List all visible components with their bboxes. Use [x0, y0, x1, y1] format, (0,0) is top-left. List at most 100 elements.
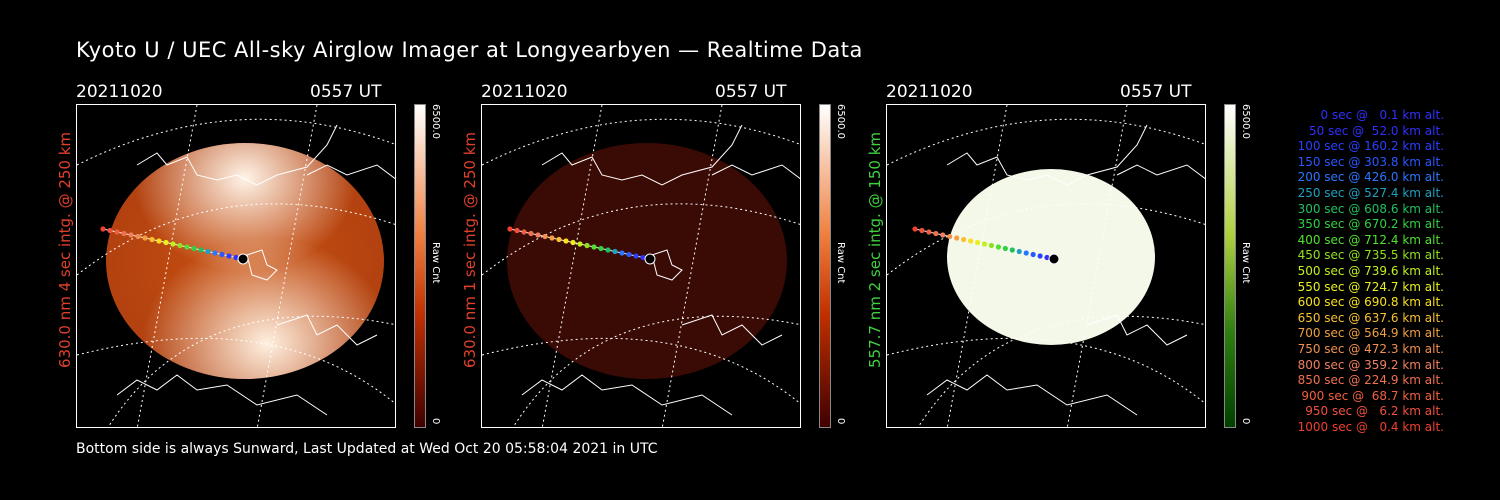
panel-3-cb-mid: Raw Cnt: [1240, 242, 1251, 284]
trajectory-point: [514, 227, 520, 234]
trajectory-point: [219, 251, 225, 258]
legend-row: 950 sec @ 6.2 km alt.: [1305, 404, 1444, 419]
trajectory-point: [149, 236, 155, 243]
trajectory-point: [619, 250, 625, 256]
legend-row: 400 sec @ 712.4 km alt.: [1297, 232, 1444, 247]
trajectory-point: [114, 229, 120, 235]
legend-row: 50 sec @ 52.0 km alt.: [1309, 123, 1444, 138]
legend-row: 300 sec @ 608.6 km alt.: [1297, 201, 1444, 216]
legend-row: 800 sec @ 359.2 km alt.: [1297, 357, 1444, 372]
trajectory-point: [933, 230, 939, 237]
legend-row: 750 sec @ 472.3 km alt.: [1297, 342, 1444, 356]
trajectory-point: [226, 253, 232, 259]
trajectory-point: [947, 233, 953, 240]
trajectory-point: [1030, 251, 1036, 258]
panel-2-colorbar: [819, 104, 831, 428]
trajectory-point: [563, 238, 569, 244]
panel-3-time: 0557 UT: [1120, 82, 1192, 102]
panel-2-cb-top: 6500.0: [835, 104, 846, 139]
trajectory-point: [163, 239, 169, 246]
trajectory-point: [940, 232, 946, 238]
trajectory-point: [128, 232, 134, 238]
page-title: Kyoto U / UEC All-sky Airglow Imager at …: [76, 38, 863, 62]
panel-3-image: [886, 104, 1206, 428]
panel-3-colorbar: [1224, 104, 1236, 428]
panel-1-date: 20211020: [76, 82, 163, 102]
trajectory-point: [556, 236, 562, 243]
trajectory-point: [170, 241, 176, 247]
trajectory-point: [598, 245, 604, 252]
panel-2-image: [481, 104, 801, 428]
legend-row: 900 sec @ 68.7 km alt.: [1301, 388, 1444, 403]
trajectory-point: [1044, 254, 1050, 261]
legend-row: 850 sec @ 224.9 km alt.: [1297, 373, 1444, 388]
panel-1-colorbar: [414, 104, 426, 428]
legend-row: 550 sec @ 724.7 km alt.: [1297, 279, 1444, 294]
trajectory-point: [100, 226, 106, 232]
trajectory-point: [570, 239, 576, 246]
trajectory-point: [177, 242, 183, 249]
legend-row: 1000 sec @ 0.4 km alt.: [1297, 420, 1444, 434]
legend-row: 350 sec @ 670.2 km alt.: [1297, 217, 1444, 232]
panel-3-cb-bottom: 0: [1240, 418, 1251, 425]
trajectory-point: [1002, 245, 1008, 252]
panel-2-cb-mid: Raw Cnt: [835, 242, 846, 284]
trajectory-point: [1023, 250, 1029, 256]
legend-row: 150 sec @ 303.8 km alt.: [1297, 154, 1444, 169]
trajectory-point: [184, 244, 190, 250]
trajectory-point: [507, 226, 513, 232]
trajectory-point: [981, 241, 988, 247]
trajectory-point: [633, 253, 639, 259]
panel-1-image: [76, 104, 396, 428]
trajectory-point: [198, 247, 204, 253]
trajectory-point: [584, 242, 590, 249]
trajectory-point: [988, 242, 995, 249]
trajectory-point: [954, 235, 960, 241]
trajectory-point: [107, 227, 113, 234]
trajectory-point: [591, 244, 597, 250]
panel-1-time: 0557 UT: [310, 82, 382, 102]
trajectory-point: [521, 229, 527, 235]
trajectory-end-marker: [1048, 253, 1060, 265]
trajectory-point: [205, 248, 211, 255]
trajectory-point: [919, 227, 925, 234]
trajectory-point: [577, 241, 583, 247]
trajectory-point: [640, 254, 646, 261]
trajectory-point: [542, 233, 548, 240]
trajectory-end-marker: [644, 253, 656, 265]
trajectory-point: [156, 238, 162, 244]
legend-row: 600 sec @ 690.8 km alt.: [1297, 295, 1444, 310]
panel-3-date: 20211020: [886, 82, 973, 102]
trajectory-point: [1037, 253, 1043, 259]
trajectory-point: [535, 232, 541, 238]
trajectory-point: [1016, 248, 1022, 255]
trajectory-point: [142, 235, 148, 241]
panel-1-ylabel: 630.0 nm 4 sec intg. @ 250 km: [56, 131, 74, 368]
legend-row: 200 sec @ 426.0 km alt.: [1297, 170, 1444, 185]
legend-row: 500 sec @ 739.6 km alt.: [1297, 264, 1444, 278]
trajectory-end-marker: [237, 253, 249, 265]
trajectory-point: [974, 239, 981, 246]
legend-row: 700 sec @ 564.9 km alt.: [1297, 326, 1444, 341]
trajectory-point: [995, 244, 1001, 250]
trajectory-point: [191, 245, 197, 252]
panel-3-ylabel: 557.7 nm 2 sec intg. @ 150 km: [866, 131, 884, 368]
legend-row: 0 sec @ 0.1 km alt.: [1320, 108, 1445, 122]
trajectory-point: [135, 233, 141, 240]
panel-2-cb-bottom: 0: [835, 418, 846, 425]
trajectory-point: [961, 236, 967, 243]
trajectory-point: [968, 238, 974, 244]
legend-row: 250 sec @ 527.4 km alt.: [1297, 186, 1444, 200]
panel-2-time: 0557 UT: [715, 82, 787, 102]
trajectory-point: [605, 247, 611, 253]
trajectory-point: [528, 230, 534, 237]
trajectory-point: [1009, 247, 1015, 253]
legend-row: 100 sec @ 160.2 km alt.: [1297, 139, 1444, 154]
legend-row: 650 sec @ 637.6 km alt.: [1297, 310, 1444, 325]
trajectory-point: [121, 230, 127, 237]
trajectory-point: [212, 250, 218, 256]
panel-2-date: 20211020: [481, 82, 568, 102]
trajectory-point: [549, 235, 555, 241]
trajectory-point: [626, 251, 632, 258]
panel-3-cb-top: 6500.0: [1240, 104, 1251, 139]
